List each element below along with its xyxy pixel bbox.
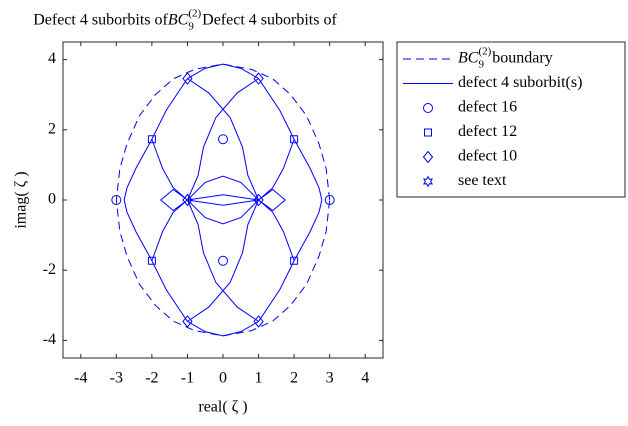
label-text: boundary	[492, 50, 552, 67]
legend-label: see text	[458, 172, 507, 189]
x-tick-label: 3	[326, 370, 334, 387]
x-tick-label: -3	[110, 370, 123, 387]
y-tick-label: 0	[48, 191, 56, 208]
marker-square	[290, 135, 299, 144]
legend-label: defect 12	[458, 123, 517, 140]
x-tick-label: -1	[181, 370, 194, 387]
label-sup: (2)	[188, 8, 201, 20]
x-tick-label: -2	[145, 370, 158, 387]
math-label: Defect 4 suborbits of BC (2)9 Defect 4 sub…	[33, 8, 337, 33]
x-tick-label: -4	[74, 370, 87, 387]
x-tick-label: 4	[361, 370, 369, 387]
marker-square	[424, 128, 432, 137]
label-symbol: BC	[458, 50, 479, 67]
legend-label: defect 10	[458, 148, 517, 165]
marker-diamond	[182, 72, 193, 85]
marker-diamond	[253, 315, 264, 328]
y-tick-label: 4	[48, 50, 56, 67]
y-tick-label: -2	[43, 261, 56, 278]
boundary-line	[115, 63, 331, 337]
x-tick-label: 0	[219, 370, 227, 387]
label-text: Defect 4 suborbits of	[202, 12, 337, 29]
y-tick-label: 2	[48, 120, 56, 137]
marker-circle	[324, 195, 335, 205]
label-sub: 9	[188, 21, 194, 33]
y-axis-label: imag( ζ )	[13, 171, 30, 228]
marker-circle	[218, 134, 228, 145]
legend-box	[396, 41, 626, 198]
marker-square	[147, 135, 156, 144]
label-sup: (2)	[478, 46, 491, 58]
marker-diamond	[253, 72, 264, 85]
marker-hexagram	[422, 175, 434, 188]
legend-label: defect 4 suborbit(s)	[458, 74, 582, 91]
marker-diamond	[422, 150, 434, 164]
x-tick-label: 1	[255, 370, 263, 387]
label-sub: 9	[478, 59, 484, 71]
marker-diamond	[182, 315, 193, 328]
suborbit-line	[123, 63, 323, 337]
x-tick-label: 2	[290, 370, 298, 387]
marker-square	[290, 256, 299, 265]
legend-label: defect 16	[458, 99, 517, 116]
marker-circle	[423, 103, 433, 113]
marker-diamond	[253, 193, 264, 207]
marker-circle	[111, 195, 122, 205]
marker-circle	[218, 255, 228, 266]
label-text: Defect 4 suborbits of	[33, 12, 168, 29]
y-tick-label: -4	[43, 331, 56, 348]
marker-square	[147, 256, 156, 265]
math-label: BC (2)9 boundary	[458, 46, 553, 71]
marker-diamond	[182, 193, 193, 207]
x-axis-label: real( ζ )	[198, 399, 247, 416]
label-symbol: BC	[168, 12, 189, 29]
